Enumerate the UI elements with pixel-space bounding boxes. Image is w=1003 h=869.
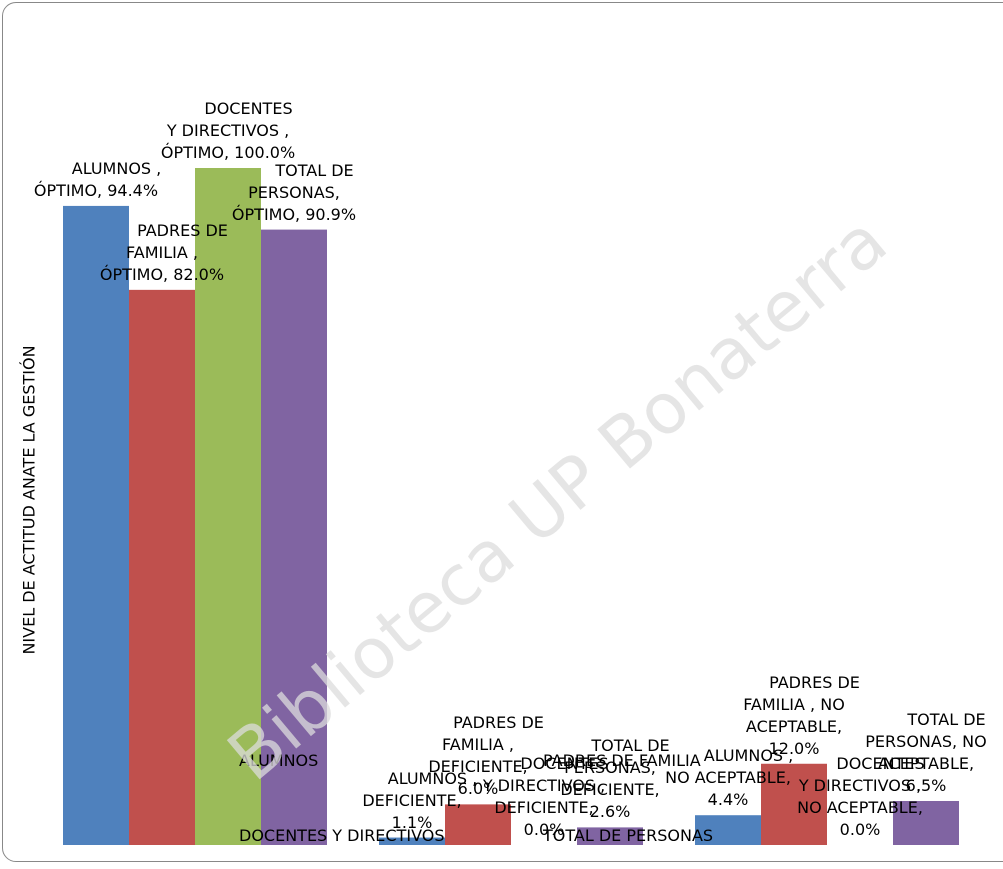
legend-item: ALUMNOS (239, 751, 319, 770)
bar (261, 229, 327, 845)
data-label: PADRES DE FAMILIA , NO ACEPTABLE, 12.0% (743, 672, 860, 758)
data-label: ALUMNOS , NO ACEPTABLE, 4.4% (665, 746, 794, 810)
data-label: TOTAL DE PERSONAS, ÓPTIMO, 90.9% (231, 160, 357, 224)
data-label: PADRES DE FAMILIA , ÓPTIMO, 82.0% (99, 220, 228, 284)
data-label: DOCENTES Y DIRECTIVOS , ÓPTIMO, 100.0% (160, 99, 296, 162)
bar (379, 837, 445, 845)
y-axis-label: NIVEL DE ACTITUD ANATE LA GESTIÓN (20, 345, 39, 654)
data-label: PADRES DE FAMILIA , DEFICIENTE, 6.0% (428, 713, 544, 799)
legend-item: TOTAL DE PERSONAS (543, 826, 714, 845)
bar (195, 168, 261, 845)
data-label: DOCENTES Y DIRECTIVOS , NO ACEPTABLE, 0.… (797, 754, 925, 839)
data-label: DOCENTES Y DIRECTIVOS , DEFICIENTE, 0.0% (482, 754, 609, 839)
bar (577, 827, 643, 845)
legend-item: PADRES DE FAMILIA (543, 751, 701, 770)
data-label: TOTAL DE PERSONAS, DEFICIENTE, 2.6% (560, 736, 670, 822)
bar (63, 205, 129, 846)
data-label: TOTAL DE PERSONAS, NO ACEPTABLE, 6.5% (865, 710, 987, 795)
data-label: ALUMNOS , ÓPTIMO, 94.4% (33, 158, 162, 200)
bar (695, 815, 761, 845)
bar (129, 289, 195, 845)
bar (761, 763, 827, 845)
legend-item: DOCENTES Y DIRECTIVOS (239, 826, 445, 845)
data-label: ALUMNOS , DEFICIENTE, 1.1% (362, 768, 478, 832)
bar (445, 804, 511, 845)
bar (893, 800, 959, 845)
